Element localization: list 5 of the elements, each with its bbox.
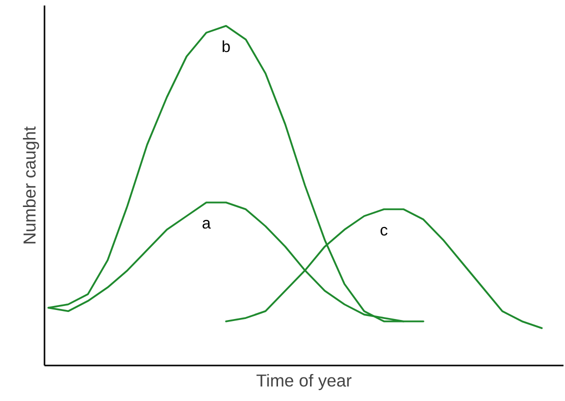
series-label: b	[222, 38, 231, 56]
series-label: c	[380, 222, 388, 240]
y-axis-title: Number caught	[20, 126, 40, 245]
x-axis-title: Time of year	[256, 370, 352, 390]
series-label: a	[202, 215, 211, 232]
